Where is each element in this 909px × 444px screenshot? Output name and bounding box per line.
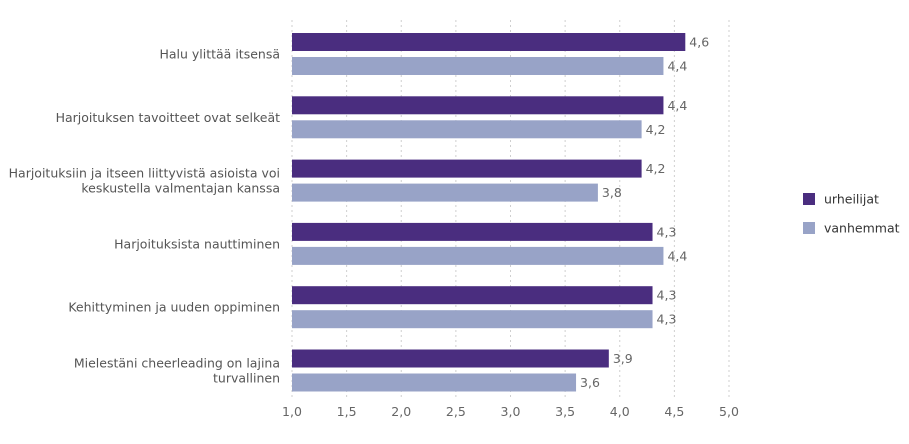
grid-layer xyxy=(291,20,730,398)
bar-vanhemmat xyxy=(292,246,664,265)
x-tick-label: 3,0 xyxy=(501,404,521,419)
bar-vanhemmat xyxy=(292,183,598,202)
x-tick-label: 1,5 xyxy=(337,404,357,419)
data-label: 4,2 xyxy=(646,161,666,176)
data-label: 4,3 xyxy=(657,224,677,239)
category-label-line: Harjoituksiin ja itseen liittyvistä asio… xyxy=(9,166,280,181)
bar-urheilijat xyxy=(292,96,664,115)
category-label-line: keskustella valmentajan kanssa xyxy=(81,181,280,196)
category-label: Harjoituksiin ja itseen liittyvistä asio… xyxy=(9,166,280,196)
bar-vanhemmat xyxy=(292,57,664,75)
x-tick-label: 2,0 xyxy=(391,404,411,419)
category-label: Mielestäni cheerleading on lajina turvall… xyxy=(74,356,280,386)
category-label: Halu ylittää itsensä xyxy=(159,47,280,62)
x-axis: 1,0 1,5 2,0 2,5 3,0 3,5 4,0 4,5 5,0 xyxy=(282,404,739,419)
data-label: 3,9 xyxy=(613,351,633,366)
legend: urheilijat vanhemmat xyxy=(803,192,900,236)
bar-vanhemmat xyxy=(292,120,642,139)
data-label: 4,3 xyxy=(657,312,677,327)
category-label-line: Harjoituksista nauttiminen xyxy=(114,236,280,251)
category-label: Kehittyminen ja uuden oppiminen xyxy=(68,300,280,315)
legend-label: vanhemmat xyxy=(824,221,900,236)
data-label: 4,3 xyxy=(657,288,677,303)
data-label: 4,4 xyxy=(667,98,687,113)
bar-urheilijat xyxy=(292,286,653,305)
legend-label: urheilijat xyxy=(824,192,879,207)
legend-swatch xyxy=(803,222,815,234)
data-label: 4,6 xyxy=(689,35,709,50)
category-label: Harjoituksista nauttiminen xyxy=(114,236,280,251)
x-tick-label: 3,5 xyxy=(555,404,575,419)
category-label-line: Harjoituksen tavoitteet ovat selkeät xyxy=(56,110,280,125)
bars-layer xyxy=(292,33,686,392)
category-label-line: Kehittyminen ja uuden oppiminen xyxy=(68,300,280,315)
x-tick-label: 4,0 xyxy=(610,404,630,419)
x-tick-label: 1,0 xyxy=(282,404,302,419)
legend-swatch xyxy=(803,193,815,205)
bar-urheilijat xyxy=(292,159,642,178)
category-label: Harjoituksen tavoitteet ovat selkeät xyxy=(56,110,280,125)
category-label-line: Halu ylittää itsensä xyxy=(159,47,280,62)
data-label: 3,8 xyxy=(602,185,622,200)
data-label: 4,4 xyxy=(667,248,687,263)
bar-urheilijat xyxy=(292,349,609,368)
bar-urheilijat xyxy=(292,33,686,51)
data-label: 3,6 xyxy=(580,375,600,390)
category-label-line: turvallinen xyxy=(213,371,280,386)
data-label: 4,2 xyxy=(646,122,666,137)
x-tick-label: 4,5 xyxy=(664,404,684,419)
bar-vanhemmat xyxy=(292,373,577,392)
x-tick-label: 5,0 xyxy=(719,404,739,419)
category-label-line: Mielestäni cheerleading on lajina xyxy=(74,356,280,371)
bar-vanhemmat xyxy=(292,310,653,329)
data-label: 4,4 xyxy=(667,59,687,74)
x-tick-label: 2,5 xyxy=(446,404,466,419)
bar-urheilijat xyxy=(292,222,653,241)
